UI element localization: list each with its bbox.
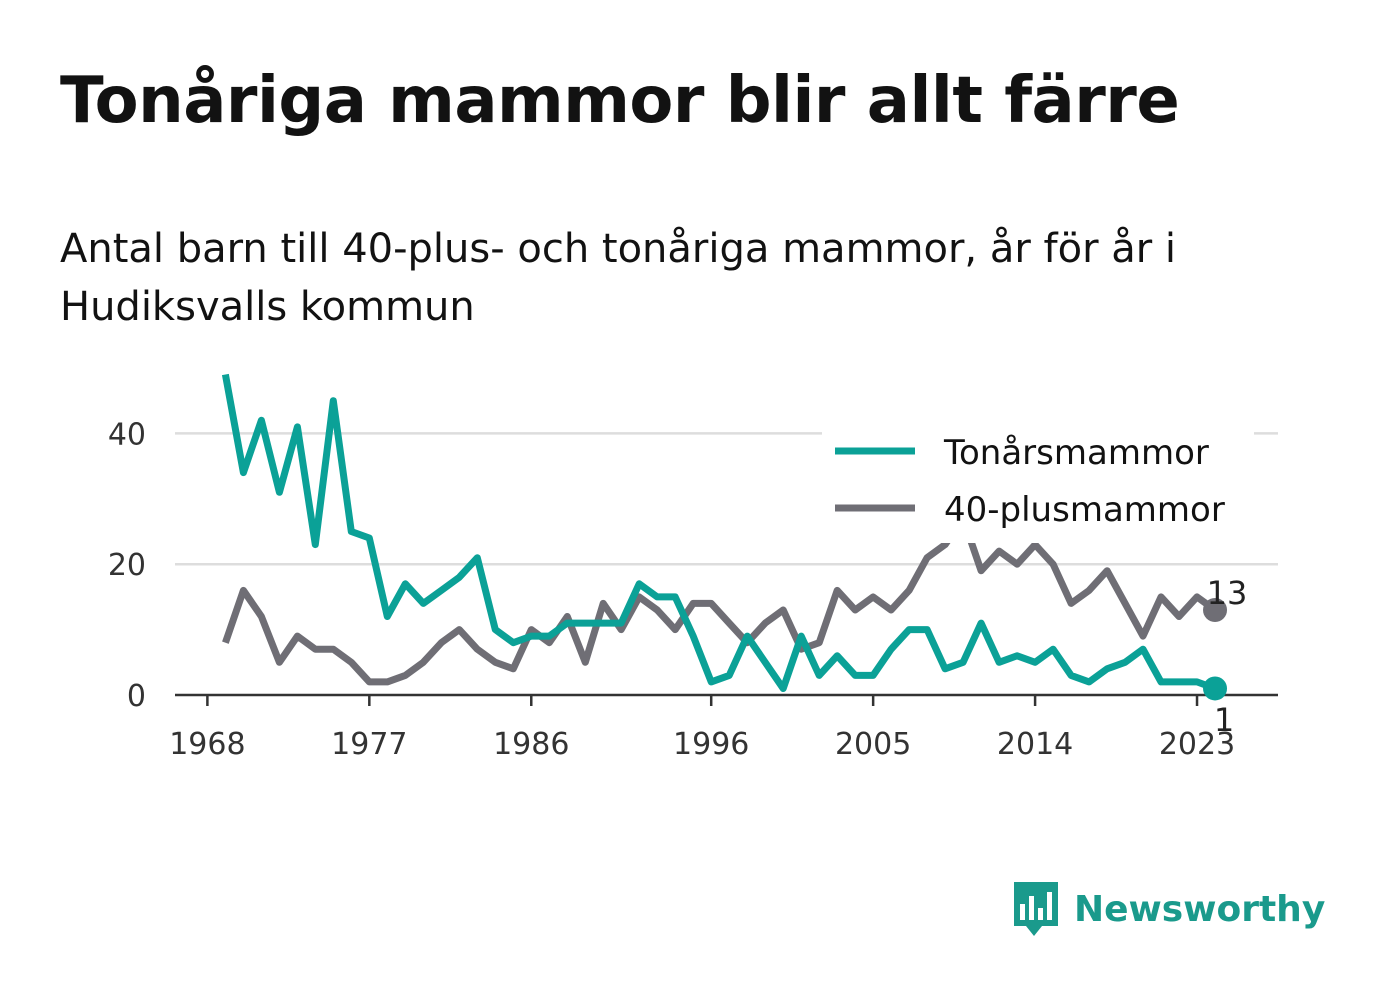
y-tick-label: 40: [108, 417, 146, 452]
logo-text: Newsworthy: [1074, 888, 1326, 930]
chart-title: Tonåriga mammor blir allt färre: [60, 64, 1180, 138]
y-axis-ticks: 0 20 40: [108, 417, 146, 714]
y-tick-label: 0: [127, 679, 146, 714]
x-tick-label: 2023: [1159, 727, 1235, 762]
chart-subtitle: Antal barn till 40-plus- och tonåriga ma…: [60, 226, 1177, 330]
end-markers: [1203, 597, 1228, 701]
y-tick-label: 20: [108, 548, 146, 583]
series-line-tonarsmammor: [221, 373, 1217, 692]
end-label-tonarsmammor: 1: [1214, 701, 1234, 739]
x-tick-label: 2005: [835, 727, 911, 762]
end-label-40plusmammor: 13: [1207, 574, 1248, 612]
x-tick-label: 1996: [673, 727, 749, 762]
newsworthy-logo: Newsworthy: [1010, 878, 1325, 940]
series-line-40plusmammor: [222, 514, 1218, 686]
end-marker-tonarsmammor: [1203, 676, 1228, 701]
series-lines: [221, 373, 1218, 692]
legend-label-tonarsmammor: Tonårsmammor: [943, 433, 1209, 473]
x-tick-label: 1986: [493, 727, 569, 762]
x-tick-label: 1968: [169, 727, 245, 762]
legend-label-40plusmammor: 40-plusmammor: [944, 490, 1225, 530]
end-marker-40plusmammor: [1203, 597, 1228, 622]
x-tick-label: 2014: [997, 727, 1073, 762]
legend: Tonårsmammor 40-plusmammor: [822, 425, 1254, 543]
bar-chart-speech-bubble-icon: [1014, 882, 1058, 936]
x-tick-label: 1977: [331, 727, 407, 762]
legend-background: [822, 425, 1254, 543]
x-axis-ticks: 1968 1977 1986 1996 2005 2014 2023: [169, 695, 1235, 762]
